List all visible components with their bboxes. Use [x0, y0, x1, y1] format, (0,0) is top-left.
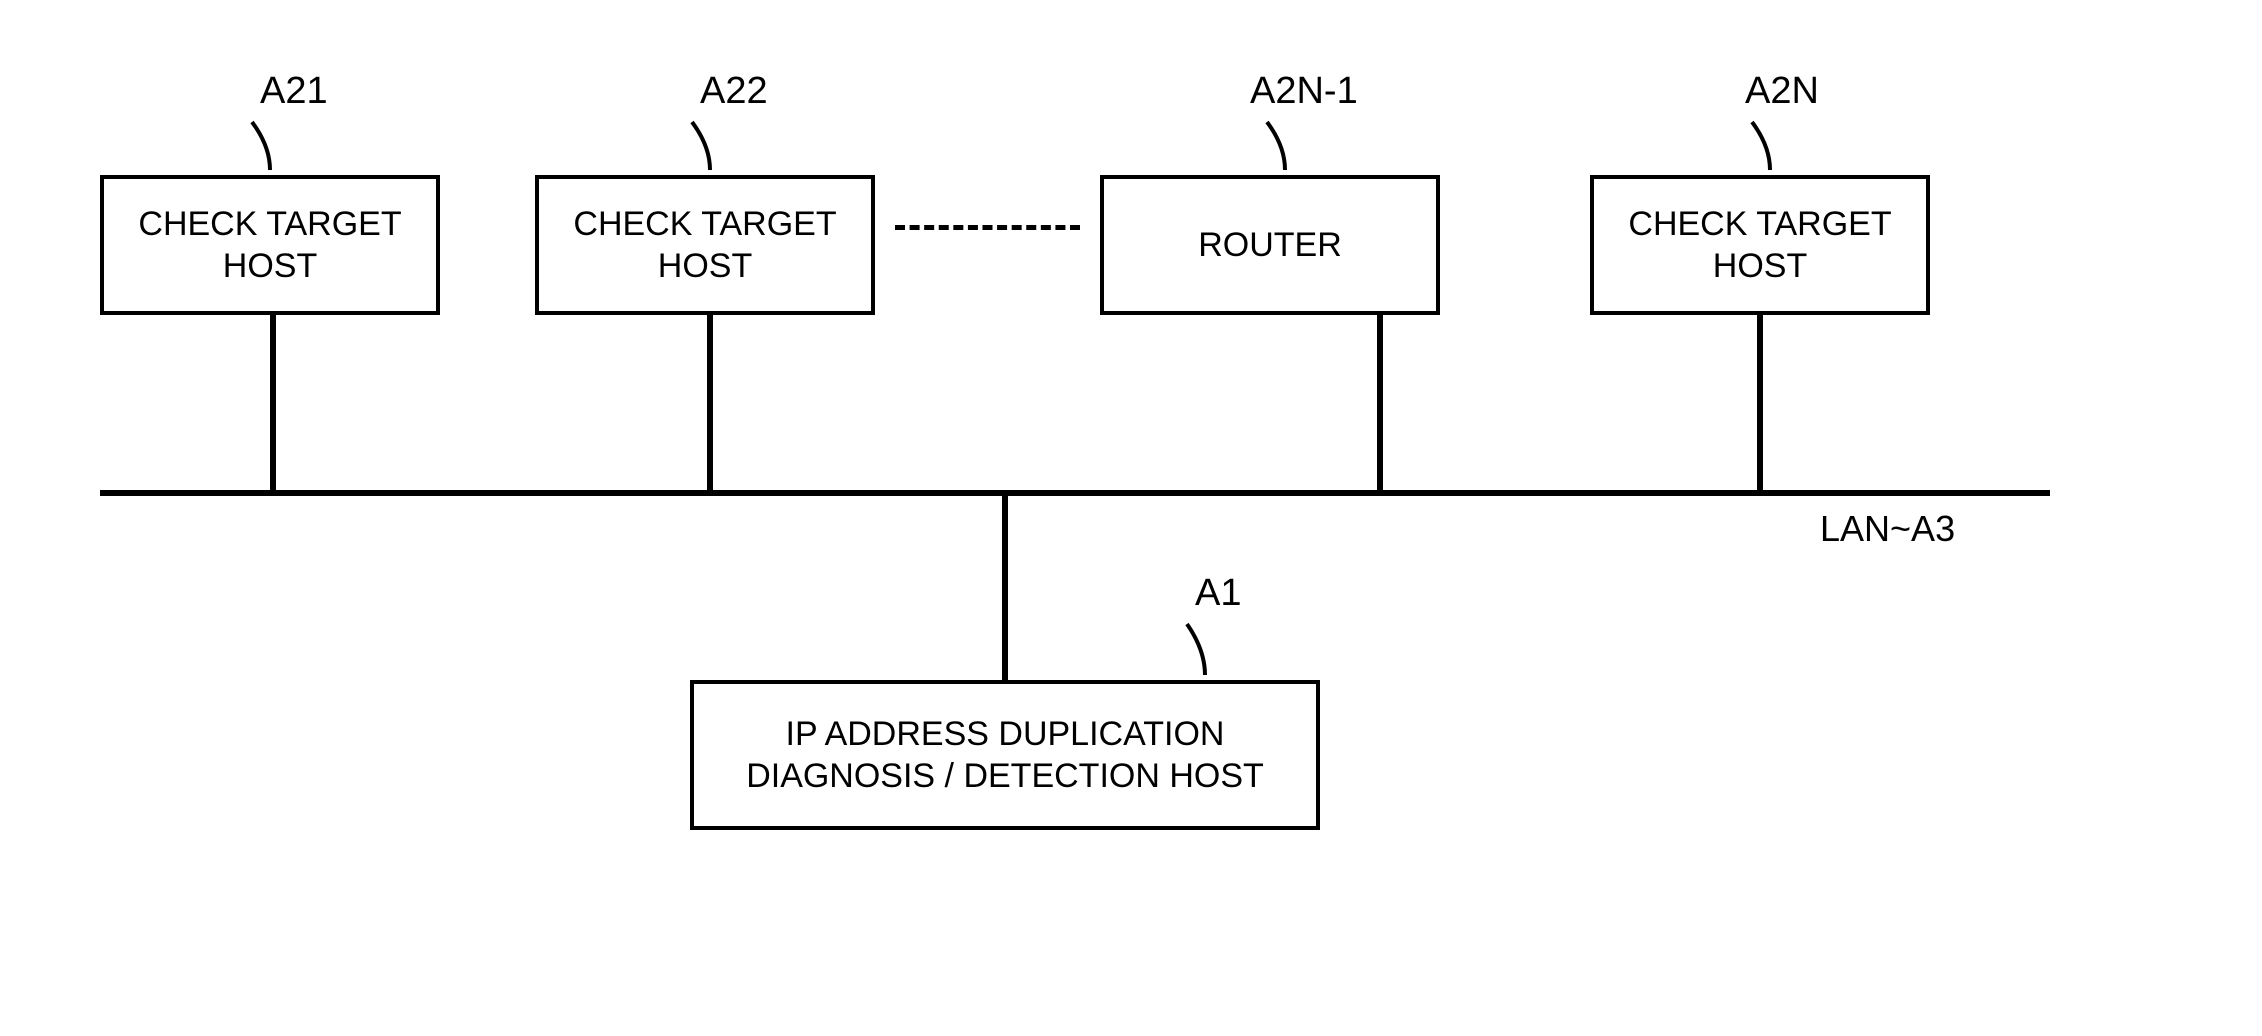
box-text-a1: IP ADDRESS DUPLICATIONDIAGNOSIS / DETECT…: [746, 713, 1264, 798]
drop-a2n: [1757, 315, 1763, 490]
box-text-a22: CHECK TARGETHOST: [573, 203, 836, 288]
leader-a21: [248, 118, 292, 170]
label-a22: A22: [700, 70, 768, 113]
lan-label: LAN~A3: [1820, 508, 1955, 550]
box-a1: IP ADDRESS DUPLICATIONDIAGNOSIS / DETECT…: [690, 680, 1320, 830]
lan-bus: [100, 490, 2050, 496]
box-router: ROUTER: [1100, 175, 1440, 315]
network-diagram: A21 CHECK TARGETHOST A22 CHECK TARGETHOS…: [0, 0, 2262, 1036]
drop-a22: [707, 315, 713, 490]
leader-a22: [688, 118, 732, 170]
label-a2n-1: A2N-1: [1250, 70, 1358, 113]
label-a21: A21: [260, 70, 328, 113]
label-a2n: A2N: [1745, 70, 1819, 113]
leader-a1: [1183, 620, 1227, 675]
ellipsis-dashes: [895, 225, 1080, 230]
box-text-a21: CHECK TARGETHOST: [138, 203, 401, 288]
rise-a1: [1002, 490, 1008, 680]
box-a21: CHECK TARGETHOST: [100, 175, 440, 315]
box-text-router: ROUTER: [1198, 224, 1342, 267]
box-a22: CHECK TARGETHOST: [535, 175, 875, 315]
box-text-a2n: CHECK TARGETHOST: [1628, 203, 1891, 288]
label-a1: A1: [1195, 572, 1241, 615]
drop-a21: [270, 315, 276, 490]
leader-a2n: [1748, 118, 1792, 170]
leader-a2n-1: [1263, 118, 1307, 170]
box-a2n: CHECK TARGETHOST: [1590, 175, 1930, 315]
drop-router: [1377, 315, 1383, 490]
